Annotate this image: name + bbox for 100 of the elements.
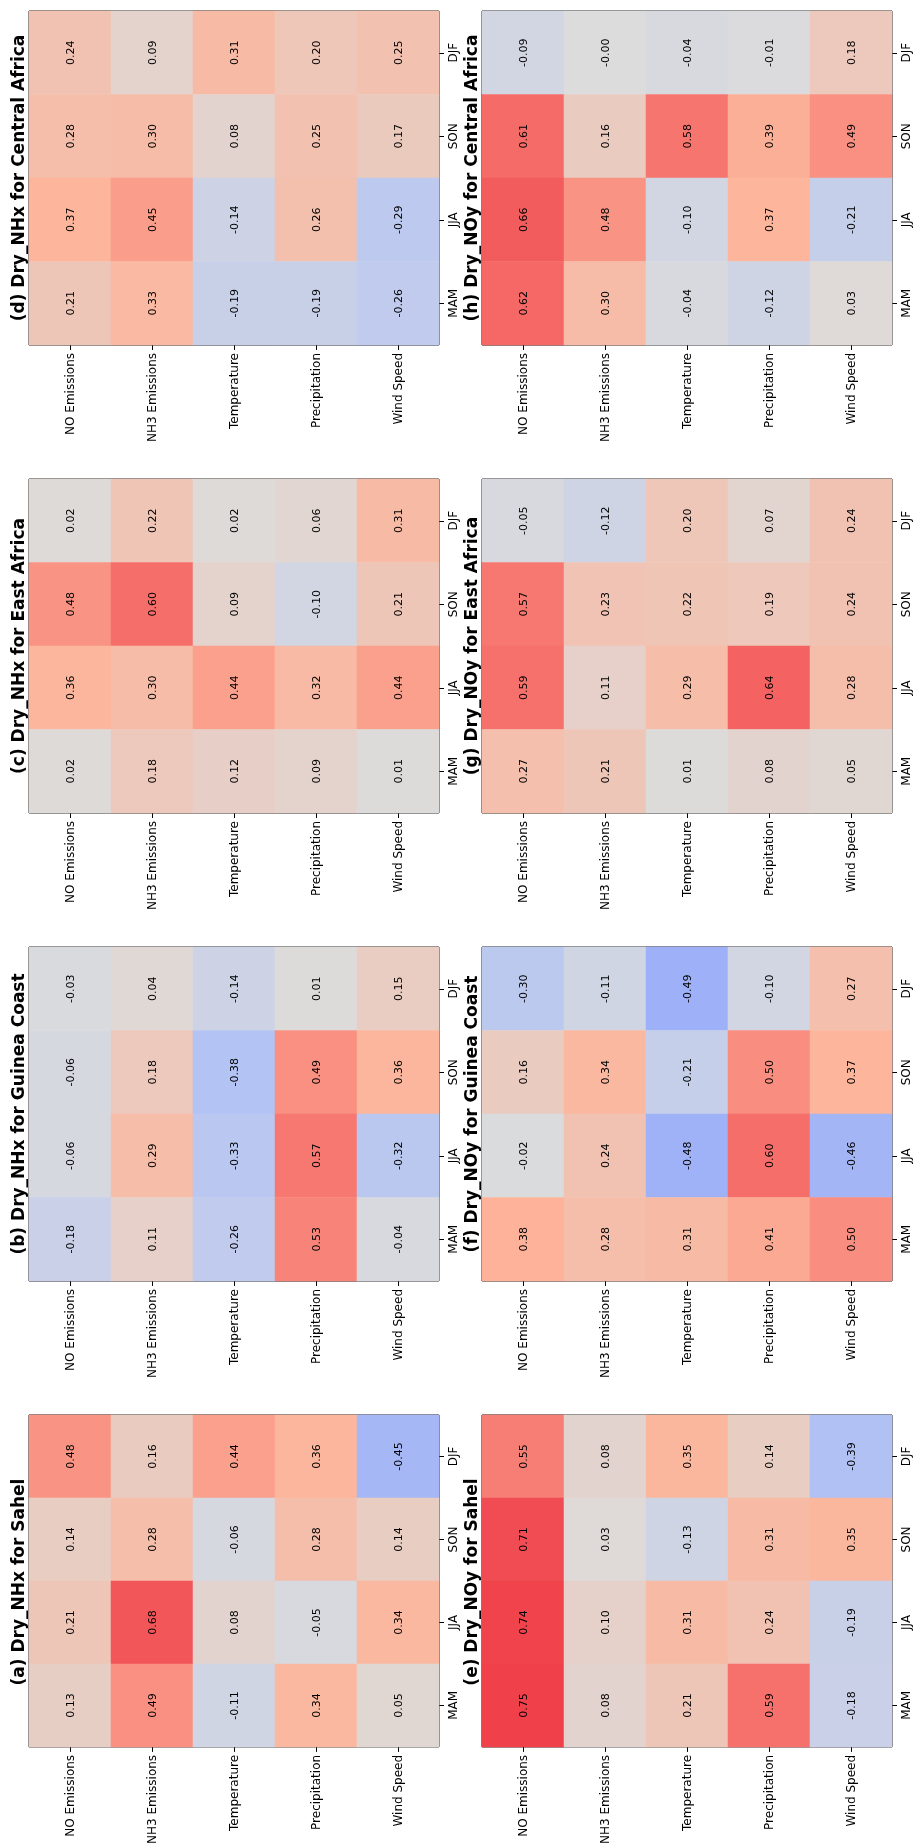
data-label: 0.24 bbox=[844, 508, 858, 533]
x-tick-label: Precipitation bbox=[762, 1754, 776, 1830]
text: (c) Dry_NHx for East Africa bbox=[8, 518, 28, 774]
x-tick-label: NO Emissions bbox=[63, 353, 77, 435]
data-label: -0.21 bbox=[680, 1058, 694, 1087]
y-tick-label: DJF bbox=[899, 42, 913, 63]
y-tick-label: DJF bbox=[899, 510, 913, 531]
y-tick-label: SON bbox=[446, 1059, 460, 1086]
data-label: 0.31 bbox=[680, 1227, 694, 1252]
data-label: 0.30 bbox=[145, 124, 159, 149]
x-tick-label: Temperature bbox=[227, 1289, 241, 1367]
data-label: -0.30 bbox=[516, 974, 530, 1003]
y-tick-label: JJA bbox=[446, 1147, 460, 1165]
data-label: 0.29 bbox=[680, 675, 694, 700]
data-label: 0.36 bbox=[391, 1060, 405, 1085]
data-label: 0.14 bbox=[63, 1527, 77, 1552]
y-tick-label: MAM bbox=[899, 1690, 913, 1720]
data-label: -0.38 bbox=[227, 1058, 241, 1087]
data-label: -0.19 bbox=[844, 1608, 858, 1637]
data-label: -0.45 bbox=[391, 1442, 405, 1471]
data-label: 0.38 bbox=[516, 1227, 530, 1252]
data-label: 0.21 bbox=[680, 1693, 694, 1718]
data-label: 0.03 bbox=[598, 1527, 612, 1552]
data-label: 0.34 bbox=[309, 1693, 323, 1718]
data-label: 0.28 bbox=[598, 1227, 612, 1252]
data-label: -0.10 bbox=[762, 974, 776, 1003]
data-label: -0.33 bbox=[227, 1141, 241, 1170]
x-tick-label: NH3 Emissions bbox=[598, 353, 612, 443]
data-label: 0.31 bbox=[391, 508, 405, 533]
x-tick-label: Temperature bbox=[680, 353, 694, 431]
x-tick-label: NH3 Emissions bbox=[598, 1754, 612, 1844]
data-label: -0.21 bbox=[844, 205, 858, 234]
x-tick-label: Precipitation bbox=[309, 1754, 323, 1830]
data-label: -0.18 bbox=[844, 1691, 858, 1720]
data-label: 0.28 bbox=[145, 1527, 159, 1552]
data-label: 0.17 bbox=[391, 124, 405, 149]
data-label: 0.44 bbox=[227, 1444, 241, 1469]
data-label: 0.02 bbox=[227, 508, 241, 533]
x-tick-label: Precipitation bbox=[762, 1289, 776, 1365]
data-label: 0.35 bbox=[680, 1444, 694, 1469]
y-tick-label: JJA bbox=[899, 1147, 913, 1165]
data-label: 0.09 bbox=[227, 592, 241, 617]
data-label: -0.46 bbox=[844, 1141, 858, 1170]
data-label: 0.22 bbox=[680, 592, 694, 617]
data-label: -0.05 bbox=[309, 1608, 323, 1637]
data-label: 0.19 bbox=[762, 592, 776, 617]
y-tick-label: MAM bbox=[446, 1224, 460, 1254]
y-tick-label: DJF bbox=[446, 978, 460, 999]
data-label: 0.20 bbox=[680, 508, 694, 533]
data-label: 0.16 bbox=[598, 124, 612, 149]
data-label: 0.37 bbox=[844, 1060, 858, 1085]
data-label: 0.28 bbox=[309, 1527, 323, 1552]
x-tick-label: NO Emissions bbox=[516, 353, 530, 435]
data-label: 0.10 bbox=[598, 1610, 612, 1635]
data-label: 0.14 bbox=[762, 1444, 776, 1469]
data-label: 0.75 bbox=[516, 1693, 530, 1718]
data-label: 0.30 bbox=[145, 675, 159, 700]
data-label: 0.21 bbox=[63, 1610, 77, 1635]
data-label: 0.08 bbox=[227, 124, 241, 149]
data-label: 0.45 bbox=[145, 207, 159, 232]
y-tick-label: MAM bbox=[899, 756, 913, 786]
data-label: 0.31 bbox=[680, 1610, 694, 1635]
x-tick-label: Temperature bbox=[680, 821, 694, 899]
data-label: 0.21 bbox=[391, 592, 405, 617]
data-label: 0.74 bbox=[516, 1610, 530, 1635]
data-label: 0.07 bbox=[762, 508, 776, 533]
data-label: -0.18 bbox=[63, 1225, 77, 1254]
x-tick-label: NO Emissions bbox=[516, 821, 530, 903]
data-label: 0.24 bbox=[762, 1610, 776, 1635]
y-tick-label: MAM bbox=[446, 1690, 460, 1720]
data-label: 0.14 bbox=[391, 1527, 405, 1552]
data-label: 0.53 bbox=[309, 1227, 323, 1252]
x-tick-label: Temperature bbox=[227, 1754, 241, 1832]
y-tick-label: JJA bbox=[899, 679, 913, 697]
x-tick-label: Wind Speed bbox=[844, 821, 858, 893]
data-label: 0.64 bbox=[762, 675, 776, 700]
data-label: 0.05 bbox=[391, 1693, 405, 1718]
y-tick-label: DJF bbox=[899, 978, 913, 999]
y-tick-label: SON bbox=[899, 123, 913, 150]
text: (f) Dry_NOy for Guinea Coast bbox=[461, 975, 481, 1253]
data-label: 0.31 bbox=[762, 1527, 776, 1552]
x-tick-label: Wind Speed bbox=[391, 1754, 405, 1827]
data-label: 0.39 bbox=[762, 124, 776, 149]
x-tick-label: Precipitation bbox=[309, 353, 323, 429]
data-label: 0.36 bbox=[63, 675, 77, 700]
data-label: -0.19 bbox=[309, 289, 323, 318]
y-tick-label: SON bbox=[446, 123, 460, 150]
x-tick-label: NO Emissions bbox=[63, 1289, 77, 1371]
data-label: -0.29 bbox=[391, 205, 405, 234]
x-tick-label: NH3 Emissions bbox=[145, 1754, 159, 1844]
data-label: 0.04 bbox=[145, 976, 159, 1001]
data-label: 0.49 bbox=[309, 1060, 323, 1085]
data-label: -0.12 bbox=[762, 289, 776, 318]
data-label: 0.57 bbox=[309, 1143, 323, 1168]
data-label: 0.02 bbox=[63, 759, 77, 784]
x-tick-label: Wind Speed bbox=[844, 353, 858, 425]
data-label: -0.06 bbox=[227, 1525, 241, 1554]
data-label: 0.18 bbox=[145, 759, 159, 784]
data-label: 0.15 bbox=[391, 976, 405, 1001]
x-tick-label: Wind Speed bbox=[391, 1289, 405, 1361]
